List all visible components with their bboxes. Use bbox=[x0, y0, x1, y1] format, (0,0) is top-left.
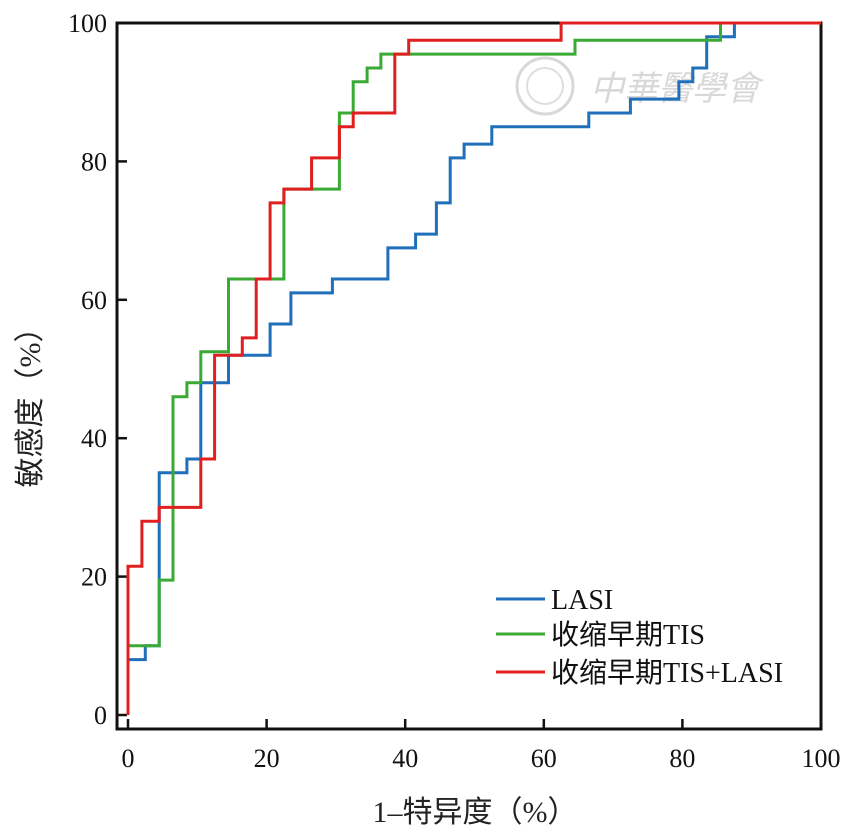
y-axis-title: 敏感度（%） bbox=[14, 313, 47, 488]
series-line-tis bbox=[126, 21, 821, 715]
series-lines bbox=[126, 21, 821, 715]
watermark-seal-inner-icon bbox=[526, 67, 564, 105]
x-tick-label: 80 bbox=[669, 744, 695, 773]
y-tick-label: 20 bbox=[81, 563, 107, 592]
x-tick-label: 0 bbox=[122, 744, 135, 773]
legend-label: LASI bbox=[551, 585, 613, 616]
x-tick-label: 60 bbox=[531, 744, 557, 773]
watermark: 中華醫學會 bbox=[515, 56, 765, 116]
series-line-lasi bbox=[126, 21, 821, 715]
plot-frame bbox=[115, 21, 823, 731]
y-tick-label: 40 bbox=[81, 424, 107, 453]
series-line-tis-lasi bbox=[126, 21, 821, 715]
legend-label: 收缩早期TIS+LASI bbox=[551, 657, 783, 689]
x-tick-label: 40 bbox=[392, 744, 418, 773]
y-tick-label: 100 bbox=[68, 9, 107, 38]
watermark-seal-icon bbox=[515, 56, 575, 116]
legend-label: 收缩早期TIS bbox=[551, 619, 705, 651]
x-axis-title: 1–特异度（%） bbox=[373, 796, 578, 829]
y-tick-label: 0 bbox=[94, 701, 107, 730]
axis-ticks: 0 20 40 60 80 100 0 20 40 60 80 100 bbox=[68, 9, 841, 773]
x-tick-label: 100 bbox=[802, 744, 841, 773]
y-tick-label: 80 bbox=[81, 147, 107, 176]
y-tick-label: 60 bbox=[81, 286, 107, 315]
x-tick-label: 20 bbox=[254, 744, 280, 773]
